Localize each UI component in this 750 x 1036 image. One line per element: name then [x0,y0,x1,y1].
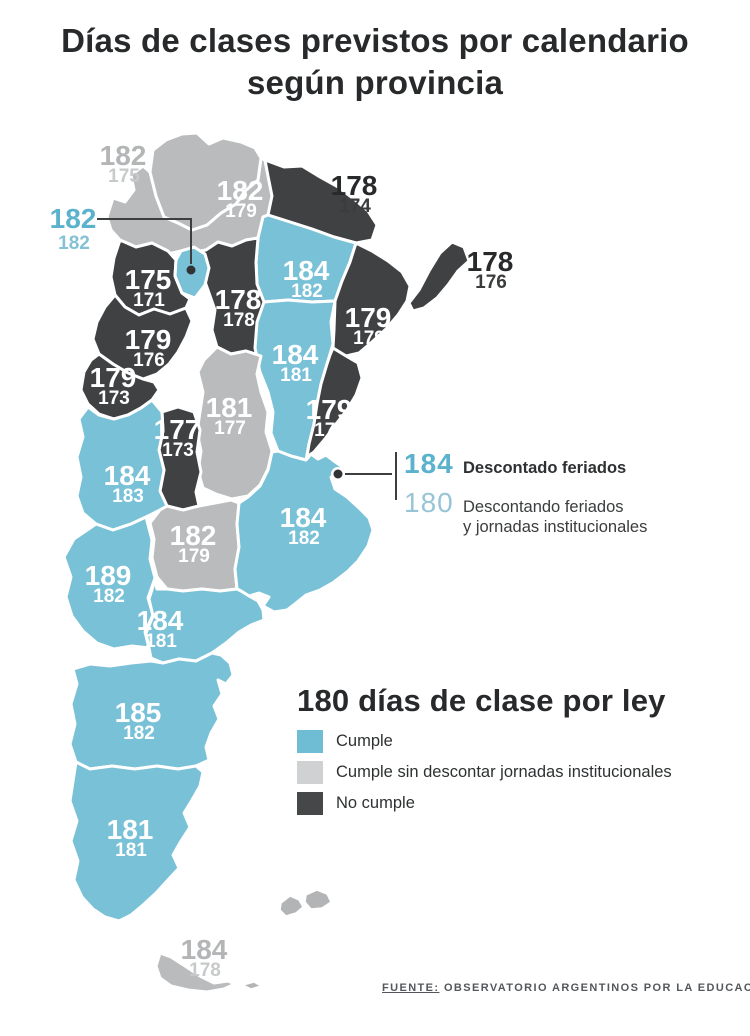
annotation-row-main: 184 Descontado feriados [404,448,704,480]
province-cordoba-value-main: 181 [206,392,253,423]
province-buenos-aires-value-secondary: 182 [288,528,320,549]
province-santa-cruz-region [68,760,205,923]
province-santiago-del-estero-value-main: 178 [215,284,262,315]
annotation-label-secondary-line2: y jornadas institucionales [463,518,648,536]
province-chubut-value-main: 185 [115,697,162,728]
legend-label-cumple_sin: Cumple sin descontar jornadas institucio… [336,763,672,781]
province-jujuy-region [148,131,263,232]
province-mendoza-value-secondary: 183 [112,486,144,507]
province-la-pampa-value-main: 182 [170,520,217,551]
page-title-line1: Días de clases previstos por calendario [61,22,689,59]
province-mendoza-value-main: 184 [104,460,151,491]
annotation-label-main: Descontado feriados [463,459,627,477]
province-corrientes-value-main: 179 [345,302,392,333]
legend: 180 días de clase por ley Cumple Cumple s… [297,683,717,823]
province-la-rioja-value-secondary: 176 [133,350,165,371]
legend-swatch-cumple_sin [297,761,323,784]
page-title: Días de clases previstos por calendario … [0,20,750,104]
province-formosa-value-secondary: 174 [339,196,371,217]
source-line: FUENTE: OBSERVATORIO ARGENTINOS POR LA E… [382,982,750,994]
map-callouts [97,218,397,500]
province-san-juan-value-secondary: 173 [98,388,130,409]
province-cordoba-value-secondary: 177 [214,418,246,439]
legend-swatch-cumple [297,730,323,753]
legend-items: Cumple Cumple sin descontar jornadas inst… [297,730,717,815]
province-la-rioja-region [91,293,194,381]
province-chubut-region [68,651,235,771]
province-catamarca-value-secondary: 171 [133,290,165,311]
province-catamarca-value-main: 175 [125,264,172,295]
province-corrientes-region [331,241,412,358]
province-santa-fe-value-secondary: 181 [280,365,312,386]
tdf-islet-shape [242,981,262,990]
province-entre-rios-value-secondary: 176 [314,420,346,441]
province-la-pampa-value-secondary: 179 [178,546,210,567]
province-san-luis-value-main: 177 [154,414,201,445]
province-salta-value-main: 182 [217,175,264,206]
province-tierra-del-fuego-value-main: 184 [181,934,228,965]
province-entre-rios-region [305,346,364,459]
legend-title: 180 días de clase por ley [297,683,666,718]
province-tucuman-value-secondary: 182 [58,233,90,254]
province-misiones-value-main: 178 [467,246,514,277]
province-santa-cruz-value-secondary: 181 [115,840,147,861]
legend-label-no_cumple: No cumple [336,794,415,812]
annotation-label-secondary: Descontando feriados y jornadas instituc… [463,497,647,537]
annotation-value-main: 184 [404,448,454,479]
province-neuquen-value-main: 189 [85,560,132,591]
province-jujuy-value-secondary: 175 [108,166,140,187]
value-annotation: 184 Descontado feriados 180 Descontando … [404,448,704,537]
province-rio-negro-region [144,578,266,665]
annotation-row-secondary: 180 Descontando feriados y jornadas inst… [404,487,704,537]
province-neuquen-value-secondary: 182 [93,586,125,607]
province-regions [62,131,471,994]
province-misiones-region [407,240,471,313]
province-tierra-del-fuego-region [154,951,237,994]
source-text: OBSERVATORIO ARGENTINOS POR LA EDUCACIÓN [443,982,750,994]
province-la-rioja-value-main: 179 [125,324,172,355]
legend-label-cumple: Cumple [336,732,393,750]
province-chaco-value-main: 184 [283,255,330,286]
legend-item-no_cumple: No cumple [297,792,717,815]
province-chubut-value-secondary: 182 [123,723,155,744]
province-santa-fe-value-main: 184 [272,339,319,370]
province-rio-negro-value-main: 184 [137,605,184,636]
province-san-luis-value-secondary: 173 [162,440,194,461]
annotation-value-secondary: 180 [404,487,454,518]
annotation-label-secondary-line1: Descontando feriados [463,498,624,516]
legend-item-cumple: Cumple [297,730,717,753]
province-tierra-del-fuego-value-secondary: 178 [189,960,221,981]
page-title-line2: según provincia [246,64,504,101]
province-buenos-aires-value-main: 184 [280,502,327,533]
province-san-juan-value-main: 179 [90,362,137,393]
province-entre-rios-value-main: 179 [306,394,353,425]
province-santa-cruz-value-main: 181 [107,814,154,845]
malvinas-west-island-shape [279,895,304,917]
province-santiago-del-estero-value-secondary: 178 [223,310,255,331]
tucuman-marker-dot [186,265,196,275]
province-chaco-value-secondary: 182 [291,281,323,302]
province-tucuman-value-main: 182 [50,203,97,234]
legend-swatch-no_cumple [297,792,323,815]
province-misiones-value-secondary: 176 [475,272,507,293]
province-buenos-aires-region [233,449,375,614]
caba-marker-dot [333,469,343,479]
province-salta-value-secondary: 179 [225,201,257,222]
map-decorations [242,889,332,990]
province-formosa-value-main: 178 [331,170,378,201]
province-rio-negro-value-secondary: 181 [145,631,177,652]
source-prefix: FUENTE: [382,982,440,994]
malvinas-east-island-shape [304,889,332,910]
province-corrientes-value-secondary: 179 [353,328,385,349]
province-jujuy-value-main: 182 [100,140,147,171]
legend-item-cumple_sin: Cumple sin descontar jornadas institucio… [297,761,717,784]
tucuman-callout-line [97,218,192,264]
